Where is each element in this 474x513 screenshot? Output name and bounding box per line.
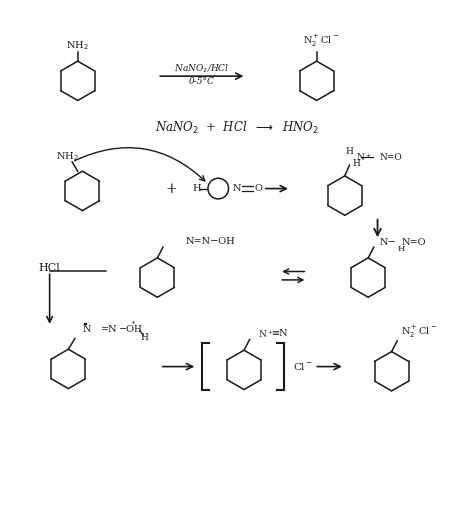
Text: H: H bbox=[346, 147, 353, 155]
Text: −O: −O bbox=[119, 325, 135, 333]
Text: ≡N: ≡N bbox=[272, 329, 289, 338]
Text: O: O bbox=[254, 184, 262, 193]
Text: NaNO$_2$/HCl: NaNO$_2$/HCl bbox=[174, 63, 229, 75]
Text: NH$_2$: NH$_2$ bbox=[56, 150, 79, 163]
Text: N=O: N=O bbox=[380, 153, 402, 162]
Text: N−: N− bbox=[380, 238, 396, 247]
Text: N: N bbox=[233, 184, 241, 193]
Text: N$^+$: N$^+$ bbox=[356, 151, 372, 163]
Text: $^+$: $^+$ bbox=[129, 321, 137, 328]
Text: H: H bbox=[353, 159, 360, 168]
Text: 0-5°C: 0-5°C bbox=[189, 77, 215, 86]
Text: H: H bbox=[397, 245, 405, 252]
Text: NaNO$_2$  +  HCl  $\longrightarrow$  HNO$_2$: NaNO$_2$ + HCl $\longrightarrow$ HNO$_2$ bbox=[155, 120, 319, 136]
Text: +: + bbox=[165, 182, 177, 195]
Text: HCl: HCl bbox=[39, 263, 61, 273]
Text: Cl$^-$: Cl$^-$ bbox=[292, 361, 313, 372]
Text: N$^+$: N$^+$ bbox=[258, 328, 274, 340]
Text: N=N−OH: N=N−OH bbox=[185, 236, 235, 246]
Text: =N: =N bbox=[101, 325, 118, 333]
Text: N=O: N=O bbox=[402, 238, 427, 247]
Text: NH$_2$: NH$_2$ bbox=[66, 40, 89, 52]
Text: H: H bbox=[134, 325, 142, 333]
Text: H: H bbox=[141, 332, 149, 342]
Text: N$_2^+$Cl$^-$: N$_2^+$Cl$^-$ bbox=[401, 323, 438, 340]
Text: H: H bbox=[192, 184, 201, 193]
Text: N$_2^+$Cl$^-$: N$_2^+$Cl$^-$ bbox=[303, 33, 339, 49]
Circle shape bbox=[208, 179, 228, 199]
Text: N: N bbox=[83, 325, 91, 333]
